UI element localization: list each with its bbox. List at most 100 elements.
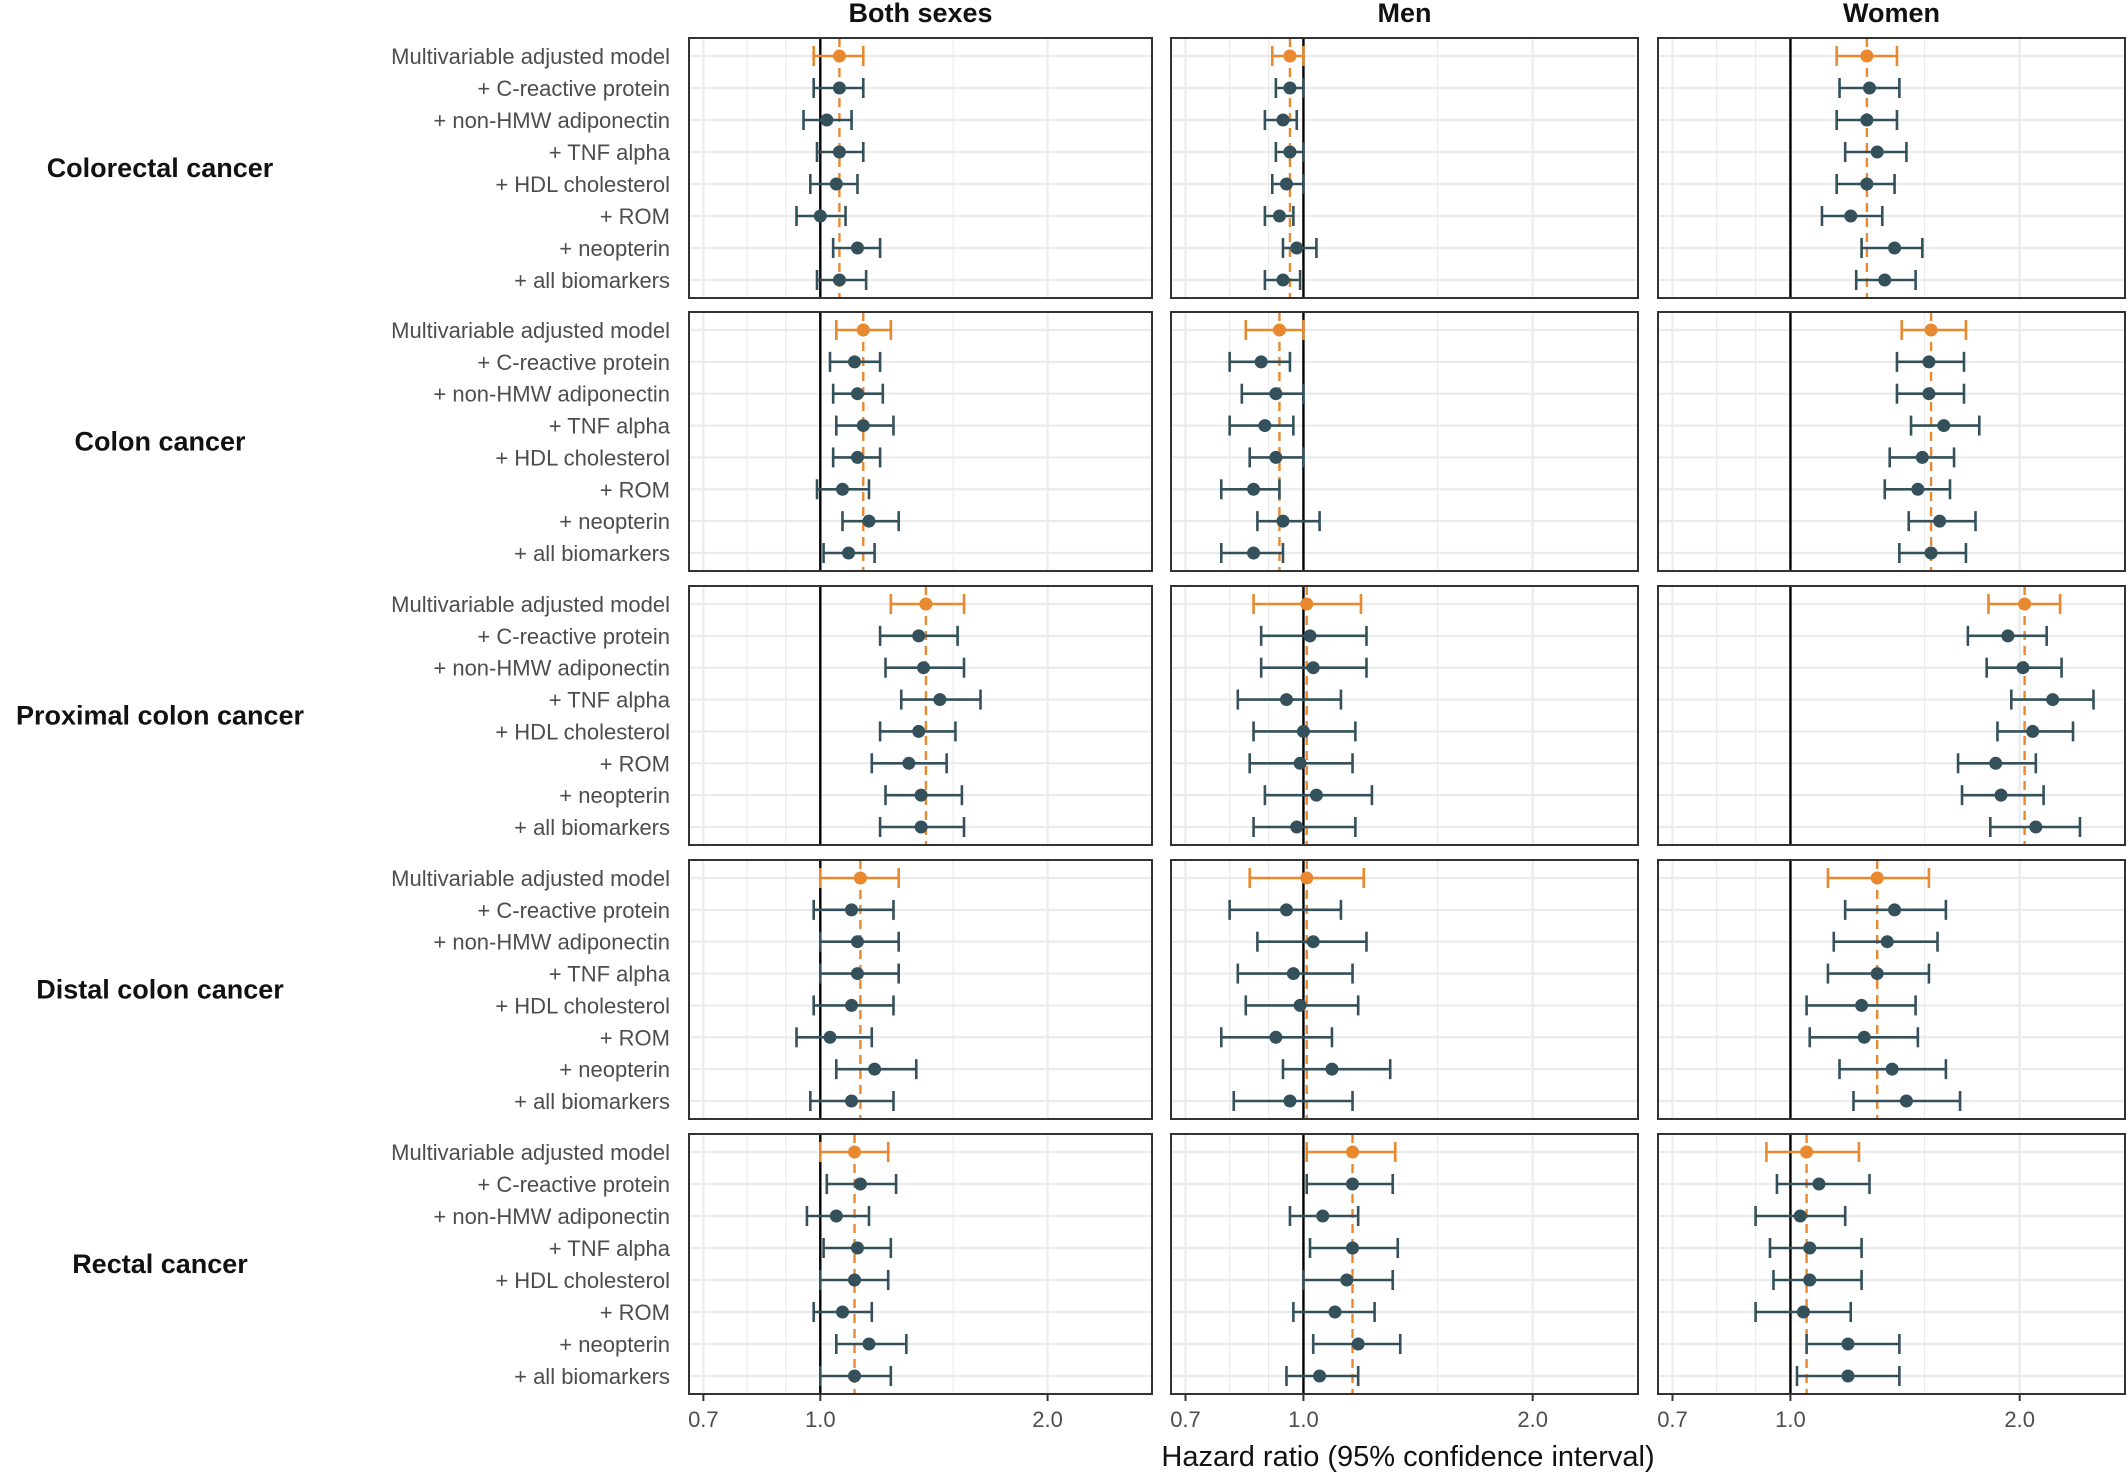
point-estimate [1254,355,1268,369]
point-estimate [845,1094,859,1108]
point-estimate [850,935,864,949]
point-estimate [1880,935,1894,949]
row-title-4: Rectal cancer [72,1249,248,1279]
point-estimate [1855,998,1869,1012]
panel-border [1170,859,1639,1120]
point-estimate [1841,1369,1855,1383]
y-tick-label: + neopterin [559,1057,670,1082]
point-estimate [850,450,864,464]
point-estimate [1924,323,1938,337]
y-tick-label: + ROM [600,204,670,229]
point-estimate [1293,998,1307,1012]
point-estimate [912,629,926,643]
point-estimate [912,724,926,738]
point-estimate [1937,419,1951,433]
y-tick-label: + ROM [600,1025,670,1050]
panel-border [1170,311,1639,572]
panel-1-3 [1170,859,1639,1120]
point-estimate [2018,597,2032,611]
point-estimate [1857,1030,1871,1044]
point-estimate [933,693,947,707]
point-estimate [902,756,916,770]
point-estimate [829,1209,843,1223]
point-estimate [1915,450,1929,464]
panel-border [688,1133,1153,1395]
y-tick-label: Multivariable adjusted model [391,866,670,891]
point-estimate [862,514,876,528]
point-estimate [1878,273,1892,287]
point-estimate [1247,546,1261,560]
panel-border [688,859,1153,1120]
column-titles: Both sexes Men Women [848,0,1940,28]
point-estimate [1870,145,1884,159]
row-title-0: Colorectal cancer [47,153,274,183]
x-axis-title: Hazard ratio (95% confidence interval) [1161,1441,1654,1472]
point-estimate [1269,1030,1283,1044]
point-estimate [848,355,862,369]
point-estimate [2046,693,2060,707]
panel-border [1657,859,2126,1120]
row-titles: Colorectal cancer Multivariable adjusted … [16,44,671,1389]
point-estimate [1899,1094,1913,1108]
panel-1-1 [1170,311,1639,572]
panel-background [689,312,1152,571]
y-tick-label: + ROM [600,1300,670,1325]
point-estimate [1296,724,1310,738]
y-tick-label: + neopterin [559,783,670,808]
panel-background [689,1134,1152,1394]
point-estimate [1279,693,1293,707]
point-estimate [1258,419,1272,433]
panel-1-4 [1170,1133,1639,1395]
point-estimate [850,387,864,401]
point-estimate [842,546,856,560]
point-estimate [1862,81,1876,95]
y-tick-label: + all biomarkers [514,541,670,566]
y-tick-label: + C-reactive protein [477,350,670,375]
point-estimate [1276,113,1290,127]
y-tick-label: + neopterin [559,236,670,261]
point-estimate [1911,482,1925,496]
point-estimate [845,998,859,1012]
column-title-0: Both sexes [848,0,992,28]
point-estimate [832,273,846,287]
point-estimate [835,1305,849,1319]
point-estimate [1279,903,1293,917]
x-tick-label: 1.0 [1288,1407,1319,1432]
x-tick-label: 2.0 [1032,1407,1063,1432]
panel-border [1170,585,1639,846]
y-tick-label: + ROM [600,751,670,776]
point-estimate [1283,145,1297,159]
panel-border [688,37,1153,299]
point-estimate [853,1177,867,1191]
panel-background [689,860,1152,1119]
point-estimate [1844,209,1858,223]
x-tick-label: 2.0 [2004,1407,2035,1432]
point-estimate [848,1369,862,1383]
x-tick-label: 0.7 [1170,1407,1201,1432]
y-tick-label: + TNF alpha [549,414,671,439]
y-tick-label: + non-HMW adiponectin [433,930,670,955]
point-estimate [832,49,846,63]
point-estimate [1812,1177,1826,1191]
point-estimate [856,323,870,337]
y-tick-label: + non-HMW adiponectin [433,108,670,133]
panel-border [1170,1133,1639,1395]
point-estimate [1306,935,1320,949]
y-tick-label: Multivariable adjusted model [391,44,670,69]
point-estimate [856,419,870,433]
point-estimate [917,661,931,675]
point-estimate [1924,546,1938,560]
point-estimate [1351,1337,1365,1351]
point-estimate [1300,871,1314,885]
panel-border [1657,585,2126,846]
point-estimate [1247,482,1261,496]
point-estimate [1346,1177,1360,1191]
point-estimate [1300,597,1314,611]
y-tick-label: + C-reactive protein [477,76,670,101]
point-estimate [1328,1305,1342,1319]
y-tick-label: Multivariable adjusted model [391,592,670,617]
point-estimate [1922,355,1936,369]
point-estimate [850,241,864,255]
point-estimate [1306,661,1320,675]
